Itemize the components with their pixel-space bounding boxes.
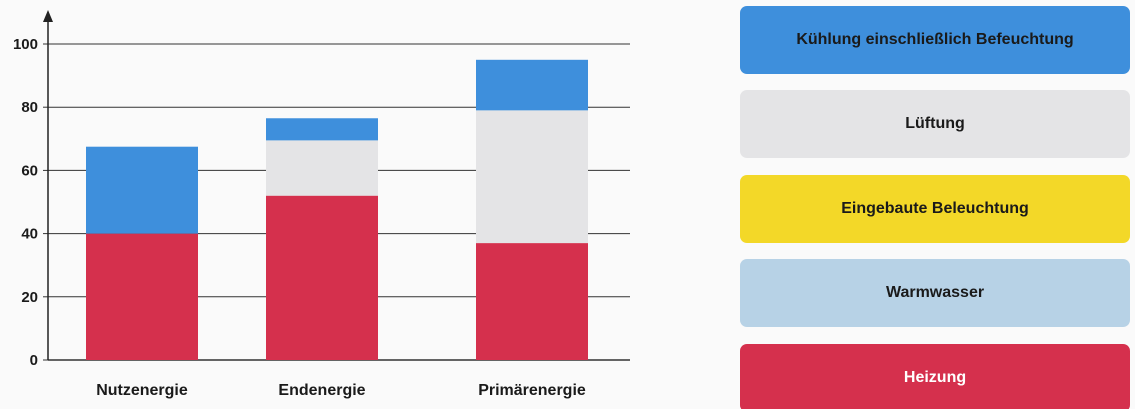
legend-item-lueftung: Lüftung — [740, 90, 1130, 158]
legend-label-beleuchtung: Eingebaute Beleuchtung — [841, 200, 1029, 217]
y-tick-label: 80 — [21, 99, 38, 116]
bar-segment — [476, 59, 588, 111]
bars — [86, 59, 588, 360]
legend-label-warmwasser: Warmwasser — [885, 284, 985, 301]
bar-segment — [476, 243, 588, 360]
bar-segment — [86, 233, 198, 360]
y-axis-arrow — [43, 10, 53, 22]
y-tick-label: 20 — [21, 289, 38, 306]
legend: Kühlung einschließlich Befeuchtung Lüftu… — [740, 6, 1130, 409]
stacked-bar-chart: 0 20 40 60 80 100 Nutzenergie Endenergie Primär… — [13, 10, 630, 399]
x-category-label: Endenergie — [278, 382, 365, 399]
axes — [43, 10, 53, 360]
legend-label-heizung: Heizung — [903, 369, 967, 386]
bar-segment — [266, 140, 378, 196]
legend-item-warmwasser: Warmwasser — [740, 259, 1130, 327]
y-tick-label: 40 — [21, 226, 38, 243]
x-category-label: Primärenergie — [478, 382, 586, 399]
y-tick-label: 60 — [21, 162, 38, 179]
legend-item-kuehlung: Kühlung einschließlich Befeuchtung — [740, 6, 1130, 74]
y-tick-labels: 0 20 40 60 80 100 — [13, 36, 38, 369]
bar-segment — [86, 146, 198, 234]
y-tick-label: 100 — [13, 36, 38, 53]
legend-item-beleuchtung: Eingebaute Beleuchtung — [740, 175, 1130, 243]
x-category-label: Nutzenergie — [96, 382, 188, 399]
x-category-labels: Nutzenergie Endenergie Primärenergie — [96, 382, 586, 399]
bar-segment — [476, 110, 588, 244]
bar-segment — [266, 118, 378, 141]
legend-item-heizung: Heizung — [740, 344, 1130, 409]
legend-label-kuehlung: Kühlung einschließlich Befeuchtung — [796, 31, 1074, 48]
bar-segment — [266, 195, 378, 360]
y-tick-label: 0 — [30, 352, 38, 369]
legend-label-lueftung: Lüftung — [905, 115, 965, 132]
